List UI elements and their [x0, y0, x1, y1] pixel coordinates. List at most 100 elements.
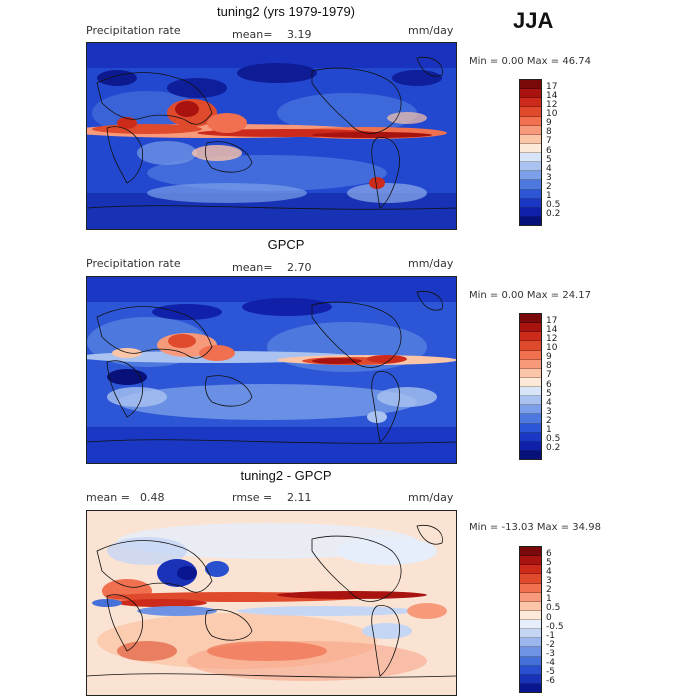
colorbar-tick-label: 9	[546, 118, 552, 129]
panel1-colorbar-labels: 17 14 12 10 9 8 7 6 5 4 3 2 1 0.5 0.2	[546, 79, 586, 224]
colorbar-tick-label: 12	[546, 100, 558, 111]
colorbar-swatch	[520, 396, 541, 406]
colorbar-tick-label: 7	[546, 370, 552, 381]
colorbar-swatch	[520, 89, 541, 99]
colorbar-swatch	[520, 583, 541, 593]
colorbar-tick-label: 3	[546, 406, 552, 417]
panel3-map	[86, 510, 457, 696]
panel2-colorbar	[519, 313, 542, 460]
colorbar-swatch	[520, 350, 541, 360]
colorbar-swatch	[520, 125, 541, 135]
colorbar-swatch	[520, 665, 541, 675]
colorbar-tick-label: 0.5	[546, 433, 561, 444]
colorbar-tick-label: 6	[546, 145, 552, 156]
panel3-rmse-label: rmse =	[232, 491, 273, 504]
panel2-mean-label: mean=	[232, 261, 273, 274]
panel1-map-field	[87, 43, 456, 229]
colorbar-swatch	[520, 314, 541, 324]
panel1-mean-value: 3.19	[287, 28, 312, 41]
panel2-colorbar-labels: 17 14 12 10 9 8 7 6 5 4 3 2 1 0.5 0.2	[546, 313, 586, 458]
colorbar-tick-label: 8	[546, 127, 552, 138]
colorbar-swatch	[520, 629, 541, 639]
panel3-rmse-value: 2.11	[287, 491, 312, 504]
colorbar-tick-label: 0.2	[546, 208, 561, 219]
colorbar-tick-label: 5	[546, 388, 552, 399]
colorbar-tick-label: 2	[546, 181, 552, 192]
panel1-minmax: Min = 0.00 Max = 46.74	[469, 56, 591, 67]
colorbar-tick-label: 12	[546, 334, 558, 345]
panel2-minmax: Min = 0.00 Max = 24.17	[469, 290, 591, 301]
colorbar-tick-label: 6	[546, 379, 552, 390]
colorbar-swatch	[520, 601, 541, 611]
panel1-map	[86, 42, 457, 230]
panel2-title: GPCP	[267, 237, 305, 252]
colorbar-swatch	[520, 574, 541, 584]
panel3-mean-value: 0.48	[140, 491, 165, 504]
panel1-left-label: Precipitation rate	[86, 24, 181, 37]
colorbar-tick-label: 5	[546, 154, 552, 165]
colorbar-tick-label: 4	[546, 397, 552, 408]
panel3-units: mm/day	[408, 491, 454, 504]
colorbar-tick-label: -0.5	[546, 621, 564, 632]
colorbar-tick-label: 2	[546, 415, 552, 426]
panel1-colorbar	[519, 79, 542, 226]
colorbar-tick-label: 10	[546, 343, 558, 354]
colorbar-swatch	[520, 556, 541, 566]
colorbar-swatch	[520, 565, 541, 575]
colorbar-tick-label: 0.2	[546, 442, 561, 453]
colorbar-swatch	[520, 674, 541, 684]
colorbar-tick-label: 1	[546, 594, 552, 605]
colorbar-swatch	[520, 153, 541, 163]
colorbar-swatch	[520, 134, 541, 144]
colorbar-swatch	[520, 450, 541, 459]
panel2-units: mm/day	[408, 257, 454, 270]
colorbar-tick-label: 4	[546, 567, 552, 578]
colorbar-swatch	[520, 341, 541, 351]
colorbar-swatch	[520, 180, 541, 190]
panel3-map-field	[87, 511, 456, 695]
panel2-mean-value: 2.70	[287, 261, 312, 274]
colorbar-swatch	[520, 647, 541, 657]
colorbar-tick-label: 3	[546, 172, 552, 183]
colorbar-swatch	[520, 359, 541, 369]
colorbar-swatch	[520, 441, 541, 451]
colorbar-swatch	[520, 323, 541, 333]
colorbar-tick-label: 7	[546, 136, 552, 147]
colorbar-swatch	[520, 377, 541, 387]
colorbar-swatch	[520, 162, 541, 172]
colorbar-tick-label: -5	[546, 666, 555, 677]
colorbar-swatch	[520, 638, 541, 648]
panel2-map	[86, 276, 457, 464]
colorbar-tick-label: 1	[546, 424, 552, 435]
colorbar-tick-label: 2	[546, 585, 552, 596]
panel3-colorbar-labels: 6 5 4 3 2 1 0.5 0 -0.5 -1 -2 -3 -4 -5 -6	[546, 546, 586, 691]
colorbar-swatch	[520, 98, 541, 108]
colorbar-swatch	[520, 198, 541, 208]
colorbar-swatch	[520, 387, 541, 397]
colorbar-swatch	[520, 332, 541, 342]
colorbar-swatch	[520, 423, 541, 433]
colorbar-tick-label: 1	[546, 190, 552, 201]
colorbar-tick-label: 0.5	[546, 199, 561, 210]
colorbar-swatch	[520, 592, 541, 602]
colorbar-tick-label: 3	[546, 576, 552, 587]
colorbar-tick-label: 10	[546, 109, 558, 120]
colorbar-swatch	[520, 189, 541, 199]
panel3-colorbar	[519, 546, 542, 693]
colorbar-tick-label: 14	[546, 325, 558, 336]
colorbar-tick-label: -1	[546, 630, 555, 641]
season-label: JJA	[513, 8, 554, 33]
colorbar-swatch	[520, 610, 541, 620]
colorbar-swatch	[520, 414, 541, 424]
colorbar-swatch	[520, 80, 541, 90]
colorbar-tick-label: -6	[546, 675, 555, 686]
colorbar-tick-label: 17	[546, 82, 558, 93]
colorbar-swatch	[520, 620, 541, 630]
colorbar-tick-label: -3	[546, 648, 555, 659]
colorbar-tick-label: -2	[546, 639, 555, 650]
colorbar-tick-label: 0	[546, 612, 552, 623]
colorbar-swatch	[520, 432, 541, 442]
colorbar-swatch	[520, 216, 541, 225]
panel1-units: mm/day	[408, 24, 454, 37]
panel3-minmax: Min = -13.03 Max = 34.98	[469, 522, 601, 533]
